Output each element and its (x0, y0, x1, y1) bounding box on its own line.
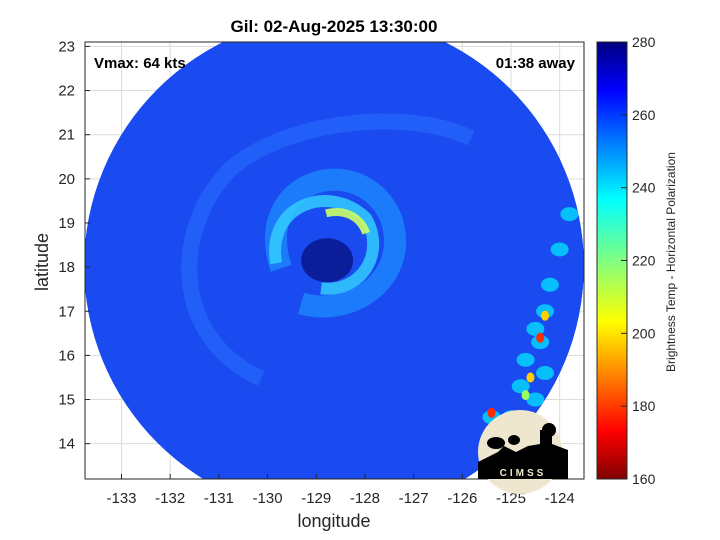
x-tick-label: -126 (447, 490, 477, 507)
x-tick-label: -131 (204, 490, 234, 507)
convection-cell (540, 277, 559, 292)
y-tick-label: 23 (58, 38, 75, 55)
convection-core (521, 390, 530, 401)
logo-text: CIMSS (500, 468, 547, 479)
logo-dish-small (508, 435, 520, 445)
y-ticks: 14 15 16 17 18 19 20 21 22 23 (58, 38, 90, 453)
logo-silhouette (478, 430, 568, 479)
eyewall-ring (269, 195, 380, 295)
y-tick-label: 18 (58, 259, 75, 276)
y-tick-label: 17 (58, 303, 75, 320)
convection-cell (526, 392, 545, 407)
logo-dish (487, 437, 505, 449)
vmax-annotation: Vmax: 64 kts (94, 55, 186, 72)
outer-band (181, 113, 475, 386)
colorbar-ticks: 160 180 200 220 240 260 280 (621, 34, 656, 487)
convection-cell (550, 242, 569, 257)
x-axis-label: longitude (297, 511, 370, 531)
convection-cell (511, 379, 530, 394)
colorbar-tick-label: 160 (632, 471, 656, 487)
y-tick-label: 20 (58, 171, 75, 188)
colorbar-tick-label: 260 (632, 107, 656, 123)
convection-cell (526, 321, 545, 336)
swath-features (181, 113, 579, 442)
x-tick-label: -127 (399, 490, 429, 507)
convection-cell (516, 352, 535, 367)
colorbar-tick-label: 220 (632, 253, 656, 269)
convection-core (526, 372, 535, 383)
convection-core (541, 310, 550, 321)
spiral-band (265, 168, 407, 318)
storm-eye (301, 238, 354, 283)
warm-eyewall-arc (325, 208, 370, 235)
y-tick-label: 19 (58, 215, 75, 232)
swath (85, 42, 584, 479)
logo-water-tower (542, 423, 556, 437)
x-ticks: -133 -132 -131 -130 -129 -128 -127 -126 -125 -124 (106, 474, 575, 507)
x-tick-label: -133 (106, 490, 136, 507)
colorbar-tick-label: 200 (632, 325, 656, 341)
cimss-logo: CIMSS (478, 410, 568, 494)
x-tick-label: -130 (253, 490, 283, 507)
convection-core (487, 407, 496, 418)
convection-cell (536, 366, 555, 381)
y-tick-label: 21 (58, 127, 75, 144)
away-annotation: 01:38 away (496, 55, 576, 72)
y-tick-label: 14 (58, 436, 75, 453)
x-tick-label: -132 (155, 490, 185, 507)
colorbar-label: Brightness Temp - Horizontal Polarizatio… (664, 152, 678, 372)
y-tick-label: 22 (58, 83, 75, 100)
colorbar-tick-label: 240 (632, 180, 656, 196)
chart-title: Gil: 02-Aug-2025 13:30:00 (231, 17, 438, 36)
x-tick-label: -128 (350, 490, 380, 507)
x-tick-label: -125 (496, 490, 526, 507)
y-tick-label: 16 (58, 347, 75, 364)
y-axis-label: latitude (32, 233, 52, 291)
colorbar-tick-label: 180 (632, 398, 656, 414)
y-tick-label: 15 (58, 392, 75, 409)
plot-frame (84, 41, 585, 480)
x-tick-label: -124 (545, 490, 575, 507)
colorbar-tick-label: 280 (632, 34, 656, 50)
convection-cell (560, 207, 579, 222)
convection-core (536, 332, 545, 343)
x-tick-label: -129 (301, 490, 331, 507)
